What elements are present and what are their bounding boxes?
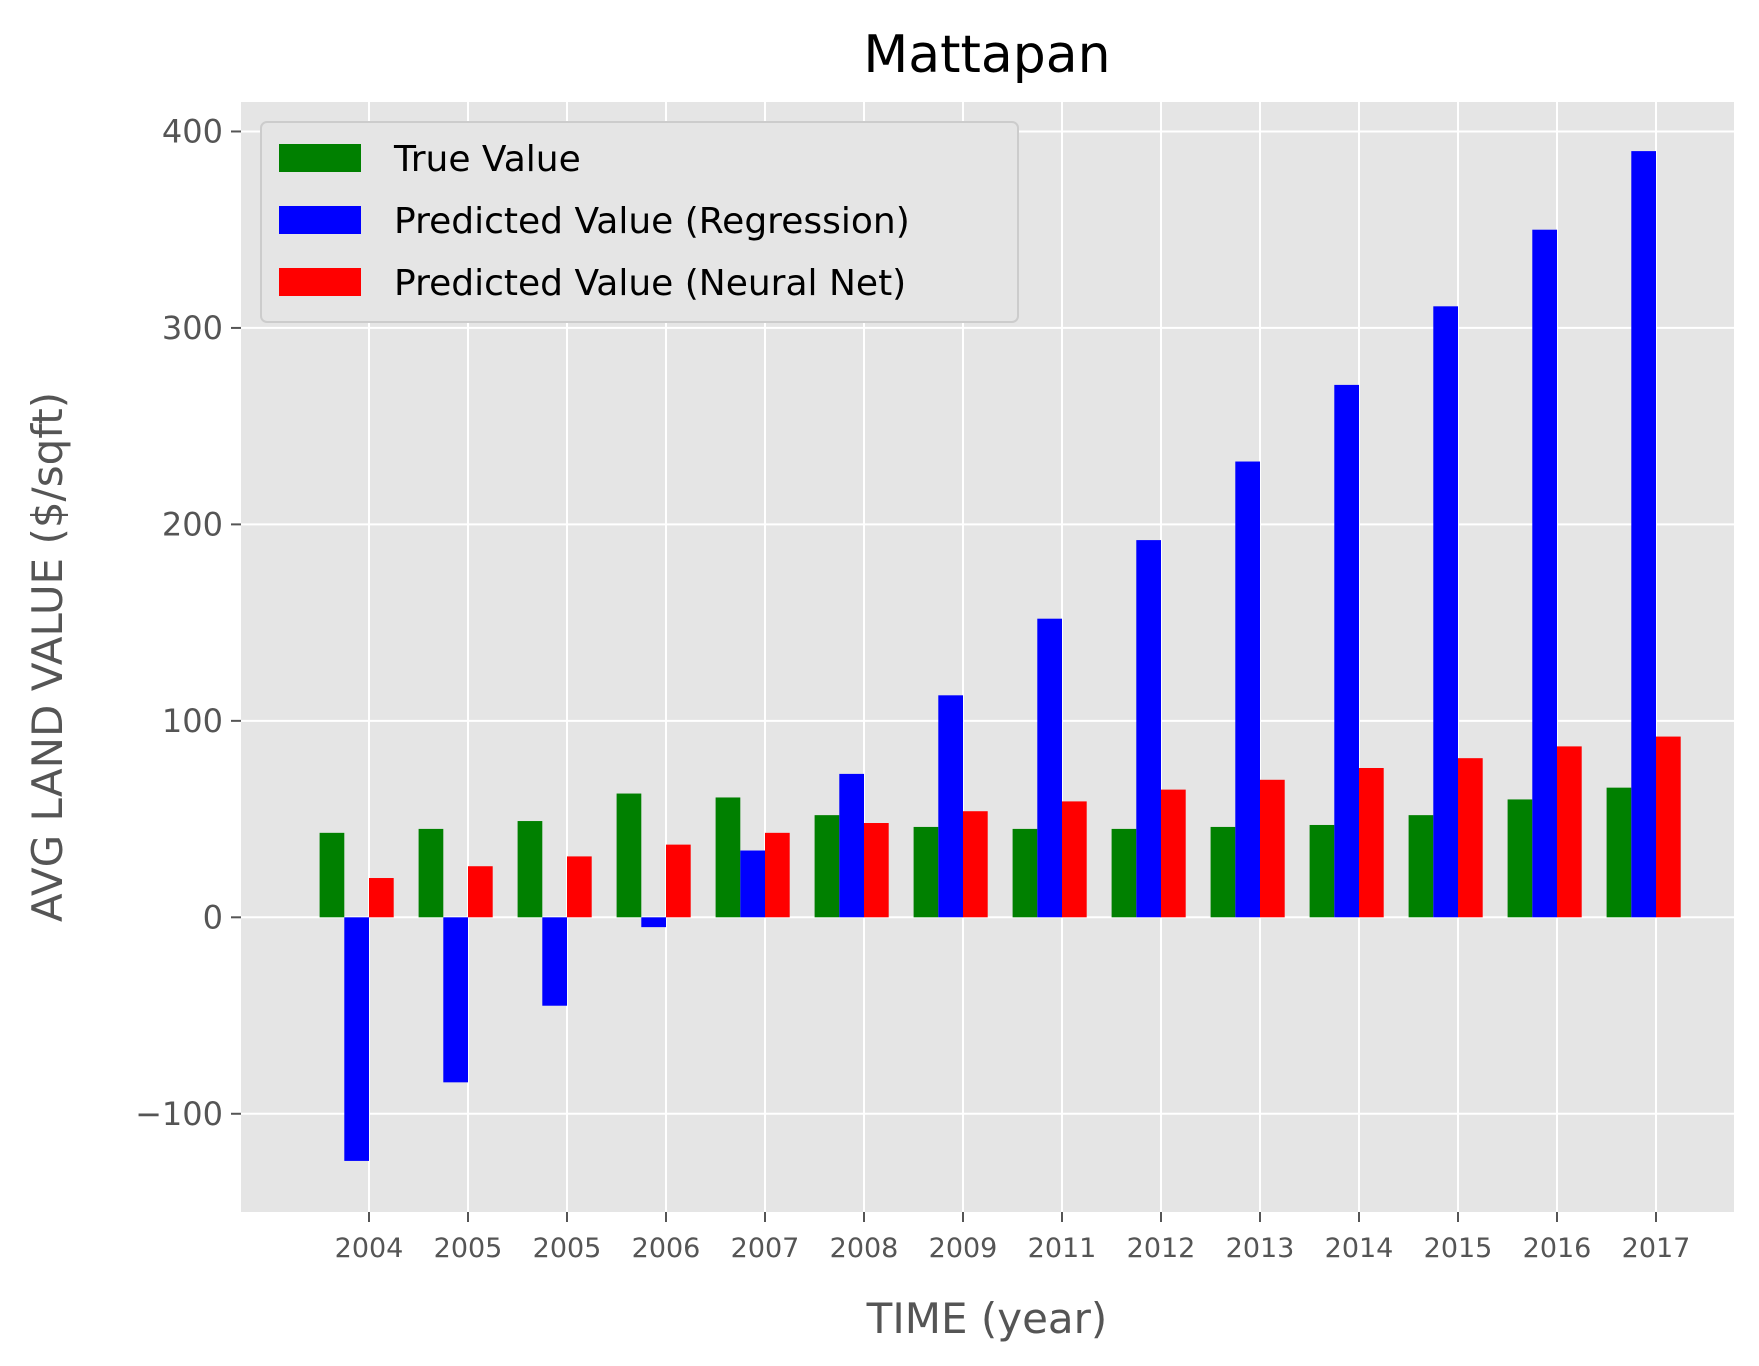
bar-neural-net: [567, 856, 592, 918]
bar-regression: [1532, 229, 1557, 918]
legend-label-true-value: True Value: [393, 139, 581, 180]
bar-regression: [542, 917, 567, 1006]
bar-regression: [344, 917, 369, 1161]
y-tick-label: −100: [135, 1095, 223, 1133]
bar-true-value: [1606, 787, 1632, 918]
bar-regression: [1136, 540, 1161, 918]
bar-regression: [1235, 461, 1260, 918]
bar-true-value: [913, 826, 939, 918]
bar-regression: [641, 917, 666, 928]
legend-swatch-neural-net: [279, 268, 361, 296]
bar-neural-net: [1656, 736, 1681, 918]
x-tick-label: 2013: [1226, 1233, 1295, 1264]
bar-regression: [1037, 618, 1062, 918]
x-tick-label: 2012: [1127, 1233, 1196, 1264]
legend: True Value Predicted Value (Regression) …: [260, 121, 1019, 323]
legend-label-neural-net: Predicted Value (Neural Net): [394, 263, 906, 304]
bar-true-value: [1408, 815, 1434, 918]
bar-neural-net: [864, 823, 889, 918]
bar-neural-net: [963, 811, 988, 918]
bar-neural-net: [369, 878, 394, 918]
x-tick-label: 2007: [731, 1233, 800, 1264]
bar-regression: [443, 917, 468, 1083]
bar-true-value: [1012, 828, 1038, 918]
bars: [319, 151, 1681, 1161]
x-tick-label: 2016: [1523, 1233, 1592, 1264]
chart-title: Mattapan: [863, 25, 1110, 85]
bar-true-value: [1309, 824, 1335, 918]
x-tick-label: 2005: [533, 1233, 602, 1264]
bar-neural-net: [468, 866, 493, 918]
x-tick-label: 2015: [1424, 1233, 1493, 1264]
y-axis-label: AVG LAND VALUE ($/sqft): [23, 392, 72, 922]
bar-neural-net: [1557, 746, 1582, 918]
bar-regression: [938, 695, 963, 918]
bar-true-value: [616, 793, 642, 918]
y-tick-label: 200: [162, 505, 223, 543]
bar-true-value: [1507, 799, 1533, 918]
y-tick-label: 300: [162, 309, 223, 347]
x-tick-label: 2008: [830, 1233, 899, 1264]
bar-neural-net: [1260, 779, 1285, 918]
x-tick-label: 2005: [434, 1233, 503, 1264]
x-tick-label: 2009: [929, 1233, 998, 1264]
legend-swatch-regression: [279, 206, 361, 234]
bar-regression: [1631, 151, 1656, 918]
legend-frame: [260, 121, 1019, 323]
x-axis-label: TIME (year): [866, 1294, 1108, 1343]
x-tick-label: 2017: [1622, 1233, 1691, 1264]
bar-true-value: [517, 821, 543, 918]
bar-regression: [740, 850, 765, 918]
legend-label-regression: Predicted Value (Regression): [394, 201, 910, 242]
y-tick-label: 0: [203, 898, 223, 936]
x-tick-label: 2011: [1028, 1233, 1097, 1264]
bar-neural-net: [1062, 801, 1087, 918]
bar-true-value: [418, 828, 444, 918]
bar-neural-net: [1458, 758, 1483, 918]
bar-true-value: [715, 797, 741, 918]
y-tick-label: 100: [162, 702, 223, 740]
x-tick-label: 2004: [335, 1233, 404, 1264]
x-tick-label: 2006: [632, 1233, 701, 1264]
x-tick-label: 2014: [1325, 1233, 1394, 1264]
bar-neural-net: [1161, 789, 1186, 918]
y-axis: −100 0 100 200 300 400: [135, 112, 241, 1133]
bar-true-value: [1210, 826, 1236, 918]
bar-regression: [839, 773, 864, 918]
bar-neural-net: [1359, 768, 1384, 918]
bar-true-value: [814, 815, 840, 918]
bar-regression: [1334, 384, 1359, 918]
y-tick-label: 400: [162, 112, 223, 150]
bar-neural-net: [765, 832, 790, 918]
bar-true-value: [319, 832, 345, 918]
x-axis: 2004 2005 2005 2006 2007 2008 2009 2011 2012 2013…: [335, 1212, 1691, 1264]
bar-true-value: [1111, 828, 1137, 918]
bar-neural-net: [666, 844, 691, 918]
legend-swatch-true-value: [279, 144, 361, 172]
bar-regression: [1433, 306, 1458, 918]
